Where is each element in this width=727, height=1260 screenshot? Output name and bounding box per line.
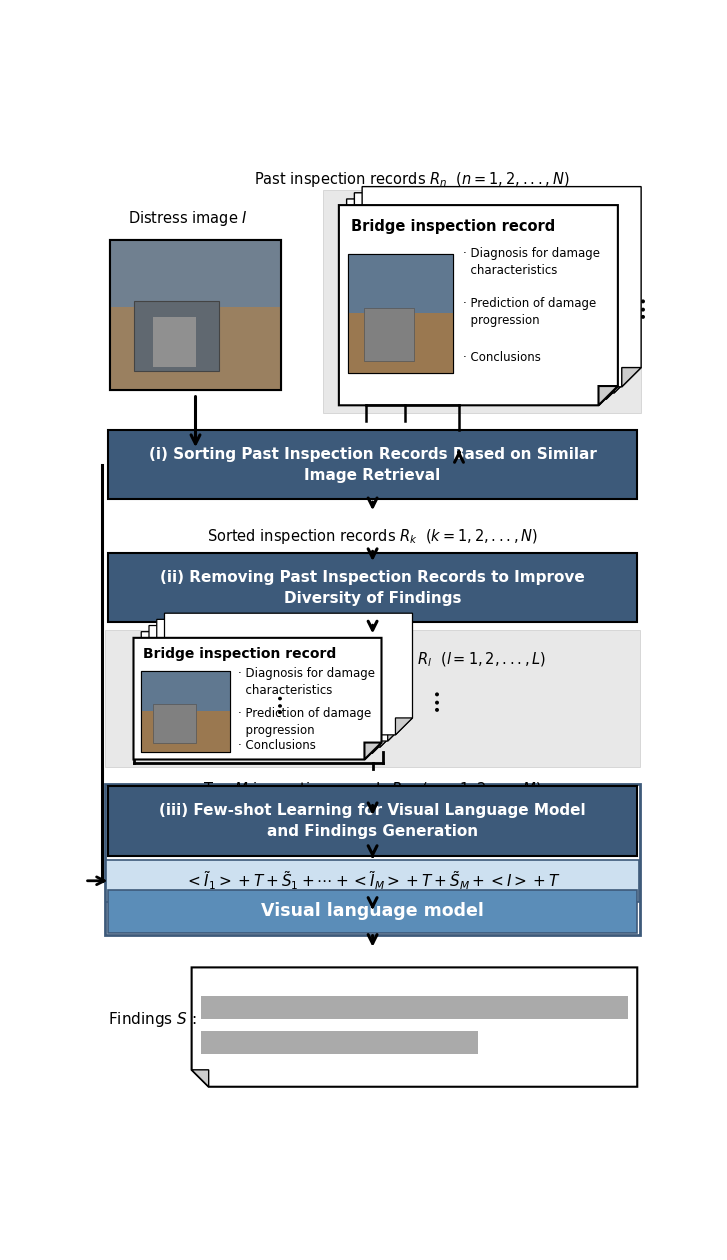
Bar	[111, 307, 281, 389]
Polygon shape	[354, 193, 633, 393]
Text: Top $M$ inspection records $R_m$  $(m = 1,2,...,M)$: Top $M$ inspection records $R_m$ $(m = 1…	[203, 780, 542, 799]
Bar	[348, 253, 453, 373]
Polygon shape	[141, 631, 389, 753]
Bar	[106, 859, 639, 902]
Text: $\cdot$ $\cdot$ $\cdot$: $\cdot$ $\cdot$ $\cdot$	[420, 432, 443, 447]
Text: $<\tilde{I}_1>+T+\tilde{S}_1+\cdots+<\tilde{I}_M>+T+\tilde{S}_M+<I>+T$: $<\tilde{I}_1>+T+\tilde{S}_1+\cdots+<\ti…	[185, 869, 561, 892]
Bar	[153, 316, 196, 367]
Polygon shape	[395, 718, 412, 735]
Polygon shape	[362, 186, 641, 387]
Text: Re-ranked inspection records $R_l$  $(l = 1,2,...,L)$: Re-ranked inspection records $R_l$ $(l =…	[198, 650, 547, 669]
Bar	[108, 890, 638, 932]
Polygon shape	[606, 381, 626, 399]
Text: (ii) Removing Past Inspection Records to Improve
Diversity of Findings: (ii) Removing Past Inspection Records to…	[160, 570, 585, 606]
Text: •••: •••	[430, 687, 444, 711]
Bar	[141, 670, 230, 752]
Text: $\tilde{I}_N$: $\tilde{I}_N$	[452, 432, 466, 455]
Text: (iii) Few-shot Learning for Visual Language Model
and Findings Generation: (iii) Few-shot Learning for Visual Langu…	[159, 803, 586, 839]
Bar	[134, 301, 219, 370]
Text: · Prediction of damage
  progression: · Prediction of damage progression	[238, 707, 371, 737]
Bar	[324, 190, 641, 413]
Polygon shape	[347, 199, 626, 399]
Polygon shape	[372, 736, 389, 753]
Text: · Diagnosis for damage
  characteristics: · Diagnosis for damage characteristics	[238, 667, 375, 697]
Text: $\tilde{I}_n$: $\tilde{I}_n$	[398, 432, 411, 455]
Polygon shape	[192, 1070, 209, 1086]
Bar	[348, 253, 453, 373]
Text: · Conclusions: · Conclusions	[463, 352, 541, 364]
Bar	[153, 704, 196, 742]
Text: •••: •••	[274, 692, 287, 713]
Text: Findings $S$ :: Findings $S$ :	[108, 1009, 196, 1029]
Text: $\tilde{I}_1$: $\tilde{I}_1$	[360, 432, 372, 455]
Bar	[108, 553, 638, 622]
Bar	[105, 784, 640, 935]
Text: · Diagnosis for damage
  characteristics: · Diagnosis for damage characteristics	[463, 247, 600, 277]
Polygon shape	[622, 368, 641, 387]
Text: Past inspection records $R_n$  $(n = 1,2,...,N)$: Past inspection records $R_n$ $(n = 1,2,…	[254, 170, 569, 189]
Bar	[348, 253, 453, 314]
Bar	[141, 712, 230, 752]
Text: · Prediction of damage
  progression: · Prediction of damage progression	[463, 297, 596, 328]
Text: Bridge inspection record: Bridge inspection record	[142, 648, 336, 662]
Bar	[201, 995, 628, 1019]
Bar	[201, 1031, 478, 1055]
Bar	[141, 670, 230, 752]
Text: Bridge inspection record: Bridge inspection record	[350, 219, 555, 234]
Polygon shape	[149, 625, 397, 747]
Bar	[111, 239, 281, 389]
Text: (i) Sorting Past Inspection Records Based on Similar
Image Retrieval: (i) Sorting Past Inspection Records Base…	[148, 446, 597, 483]
Polygon shape	[157, 620, 405, 741]
Bar	[364, 307, 414, 362]
Polygon shape	[192, 968, 638, 1086]
Text: Distress image $I$: Distress image $I$	[128, 209, 248, 228]
Polygon shape	[380, 731, 397, 747]
Polygon shape	[134, 638, 382, 760]
Bar	[108, 786, 638, 856]
Bar	[111, 239, 281, 389]
Text: · Conclusions: · Conclusions	[238, 740, 316, 752]
Text: •••: •••	[635, 292, 650, 318]
Polygon shape	[164, 614, 412, 735]
Polygon shape	[598, 386, 618, 406]
Bar	[141, 670, 230, 712]
Bar	[105, 630, 640, 767]
Polygon shape	[387, 724, 405, 741]
Bar	[348, 314, 453, 373]
Polygon shape	[339, 205, 618, 406]
Bar	[111, 239, 281, 307]
Text: Sorted inspection records $R_k$  $(k = 1,2,...,N)$: Sorted inspection records $R_k$ $(k = 1,…	[207, 527, 538, 546]
Bar	[108, 430, 638, 499]
Text: Visual language model: Visual language model	[261, 902, 484, 920]
Polygon shape	[614, 374, 633, 393]
Polygon shape	[364, 742, 382, 760]
